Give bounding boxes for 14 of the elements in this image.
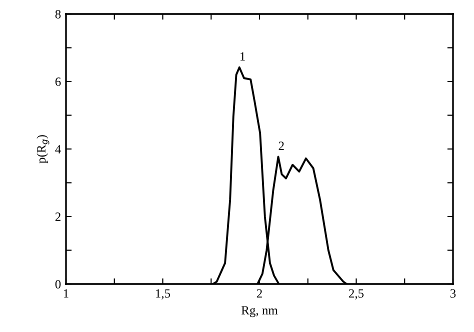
annotation: 2 — [278, 142, 284, 150]
y-tick-label: 8 — [55, 10, 61, 18]
y-axis-title: p(R$_{g}$) — [36, 135, 50, 164]
x-axis-title: Rg, nm — [241, 306, 278, 318]
x-tick-label: 1 — [64, 289, 68, 298]
annotation: 1 — [240, 52, 245, 60]
y-tick-label: 2 — [55, 212, 60, 221]
y-tick-label: 0 — [55, 280, 61, 288]
x-tick-label: 3 — [450, 289, 456, 298]
y-tick-label: 6 — [55, 78, 61, 86]
x-tick-label: 2,5 — [348, 289, 364, 300]
x-tick-label: 1,5 — [156, 289, 170, 300]
x-tick-label: 2 — [256, 289, 262, 298]
y-tick-label: 4 — [55, 145, 61, 154]
